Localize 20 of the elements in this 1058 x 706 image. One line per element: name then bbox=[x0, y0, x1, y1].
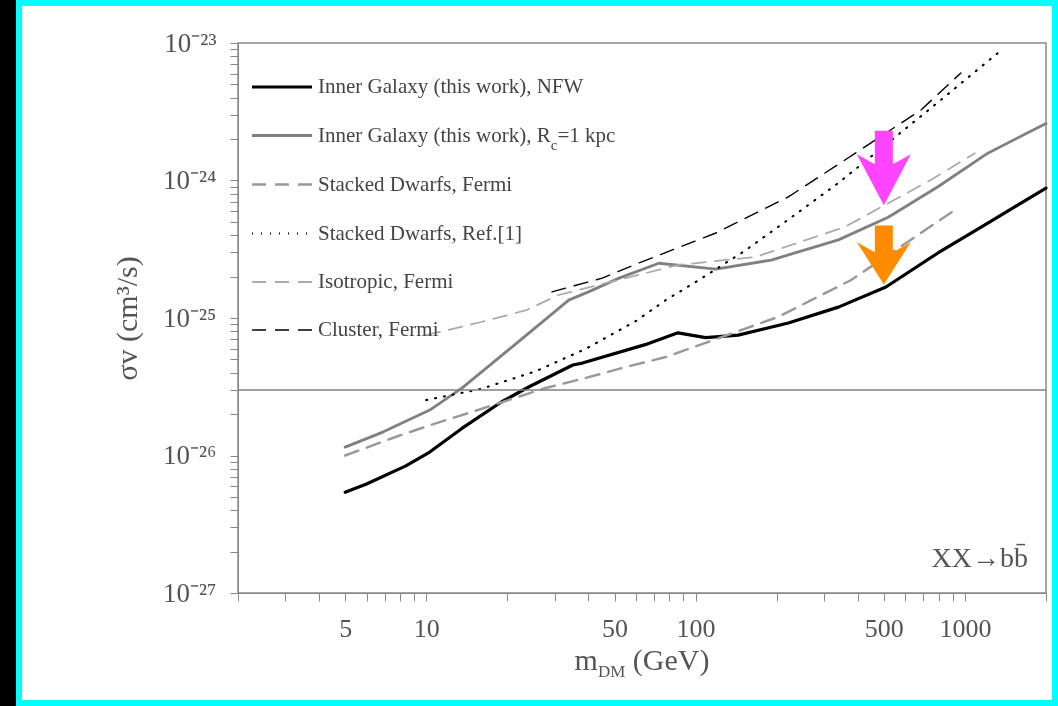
x-axis-title: m$_{DM}$ (GeV) bbox=[574, 643, 710, 682]
x-tick-label: 5 bbox=[339, 613, 353, 643]
x-tick-label: 1000 bbox=[939, 613, 992, 643]
y-tick-label: 10⁻²⁵ bbox=[162, 302, 217, 333]
legend-label: Isotropic, Fermi bbox=[318, 269, 454, 293]
x-tick-label: 100 bbox=[676, 613, 716, 643]
x-tick-label: 50 bbox=[602, 613, 629, 643]
y-tick-label: 10⁻²³ bbox=[164, 27, 217, 58]
x-tick-label: 10 bbox=[413, 613, 440, 643]
y-tick-label: 10⁻²⁶ bbox=[162, 440, 217, 470]
y-tick-label: 10⁻²⁴ bbox=[162, 165, 217, 195]
legend-label: Inner Galaxy (this work), R$_{c}$=1 kpc bbox=[318, 122, 616, 153]
annotation: XX→bb̄ bbox=[931, 542, 1028, 573]
legend-label: Stacked Dwarfs, Ref.[1] bbox=[318, 220, 523, 245]
legend-label: Inner Galaxy (this work), NFW bbox=[318, 74, 584, 98]
legend-label: Stacked Dwarfs, Fermi bbox=[318, 171, 513, 196]
x-tick-label: 500 bbox=[864, 613, 904, 643]
legend-label: Cluster, Fermi bbox=[318, 317, 439, 341]
y-axis-title: σv (cm³/s) bbox=[109, 256, 144, 381]
y-tick-label: 10⁻²⁷ bbox=[162, 577, 217, 608]
